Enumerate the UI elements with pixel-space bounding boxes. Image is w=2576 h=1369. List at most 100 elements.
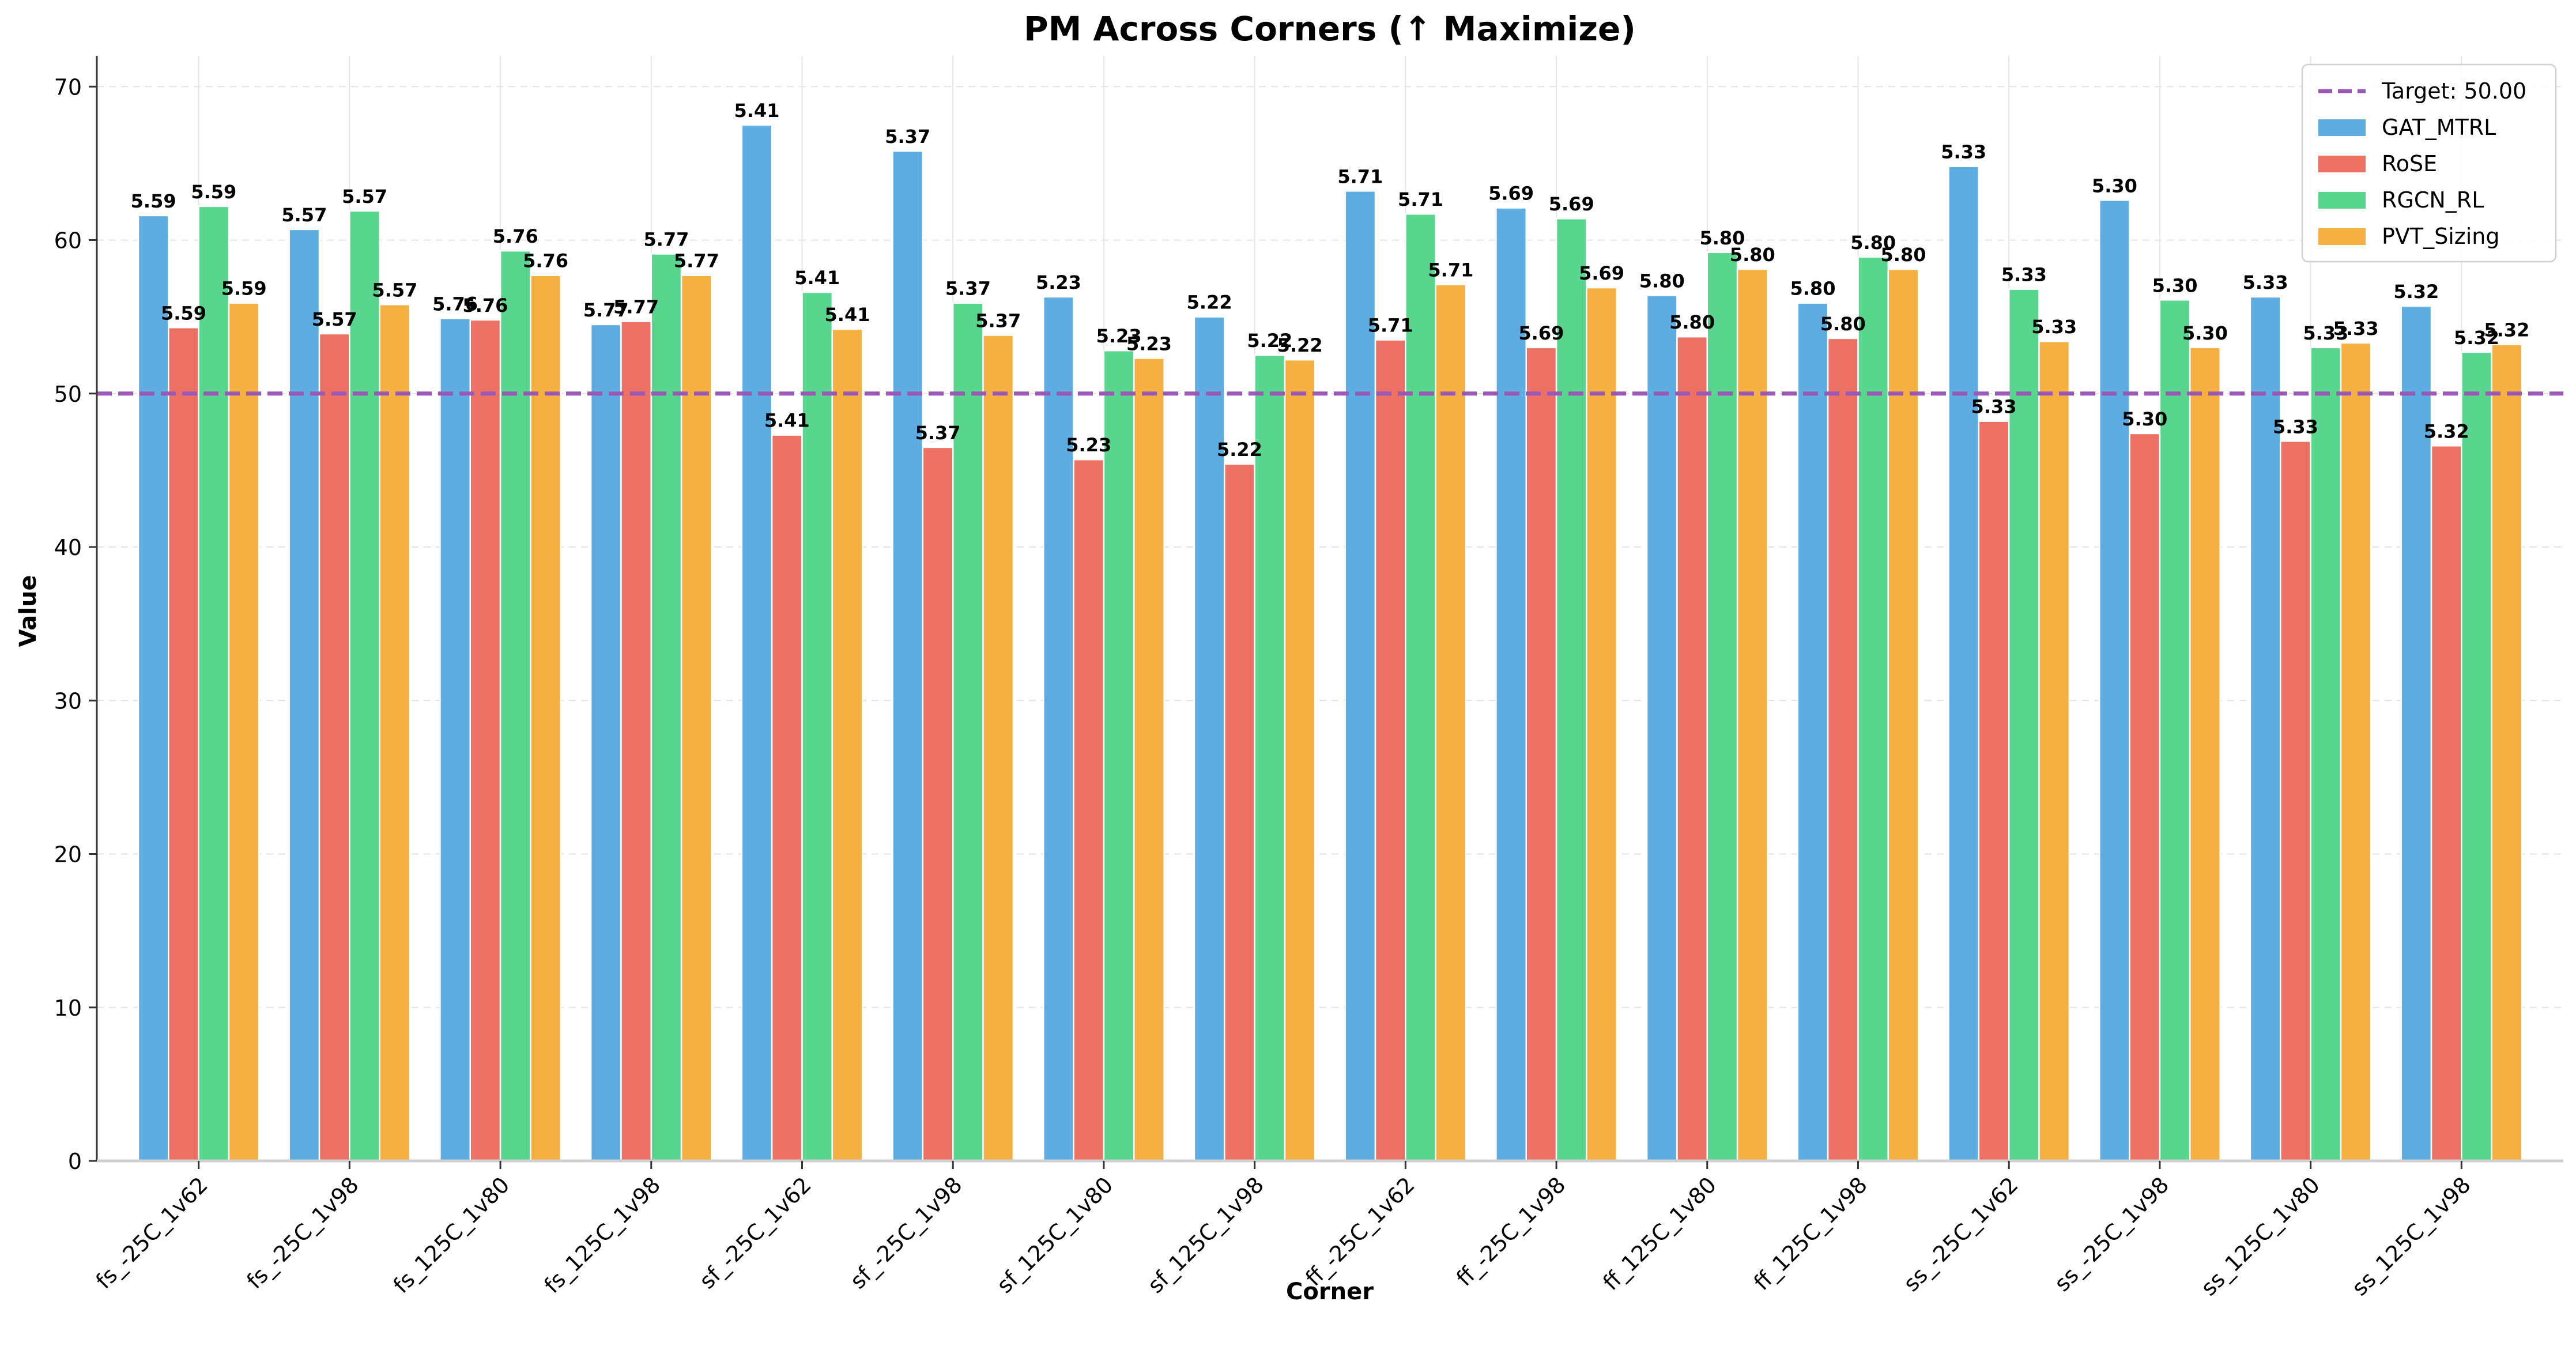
bar-value-label: 5.22	[1247, 330, 1292, 352]
y-tick-label: 10	[54, 995, 82, 1021]
bar-value-label: 5.37	[885, 126, 930, 148]
bar-value-label: 5.22	[1187, 292, 1232, 314]
bar-rgcn-rl	[198, 205, 230, 1162]
bar-gat-mtrl	[439, 318, 471, 1162]
chart-title: PM Across Corners (↑ Maximize)	[1024, 9, 1636, 48]
bar-value-label: 5.33	[1941, 141, 1986, 163]
y-axis-label: Value	[15, 575, 42, 647]
bar-value-label: 5.57	[372, 279, 417, 301]
x-tick-label: sf_-25C_1v98	[845, 1172, 967, 1293]
bar-value-label: 5.57	[342, 186, 387, 208]
bar-value-label: 5.80	[1669, 311, 1715, 333]
bar-rose	[2280, 440, 2311, 1162]
legend-label: GAT_MTRL	[2382, 115, 2496, 140]
bar-value-label: 5.76	[432, 293, 478, 315]
bar-gat-mtrl	[1495, 207, 1527, 1162]
x-tick-label: fs_-25C_1v98	[242, 1172, 363, 1293]
bar-pvt-sizing	[1586, 286, 1618, 1162]
bar-rgcn-rl	[952, 302, 984, 1162]
bar-value-label: 5.71	[1398, 188, 1443, 210]
bar-pvt-sizing	[1887, 268, 1919, 1162]
bar-value-label: 5.80	[1881, 244, 1926, 266]
bar-value-label: 5.69	[1549, 193, 1594, 215]
bar-rgcn-rl	[349, 210, 380, 1162]
bar-value-label: 5.41	[794, 267, 840, 289]
bar-value-label: 5.41	[734, 100, 780, 122]
bar-value-label: 5.76	[462, 295, 508, 316]
bar-value-label: 5.80	[1639, 270, 1685, 292]
bar-rgcn-rl	[1254, 354, 1286, 1162]
bar-gat-mtrl	[590, 323, 622, 1162]
bar-value-label: 5.80	[1850, 232, 1896, 254]
bar-value-label: 5.30	[2122, 408, 2167, 430]
y-tick-label: 20	[54, 842, 82, 868]
bar-value-label: 5.33	[2273, 416, 2318, 438]
bar-gat-mtrl	[741, 124, 773, 1162]
bar-gat-mtrl	[2400, 305, 2432, 1162]
bar-value-label: 5.76	[493, 225, 538, 247]
bar-value-label: 5.33	[2031, 316, 2077, 338]
bar-value-label: 5.69	[1518, 322, 1564, 344]
bar-value-label: 5.69	[1488, 183, 1534, 205]
bar-rose	[620, 320, 653, 1162]
bar-gat-mtrl	[288, 228, 320, 1162]
bar-value-label: 5.23	[1066, 434, 1111, 456]
legend-swatch	[2318, 228, 2366, 245]
x-axis-label: Corner	[1286, 1279, 1374, 1305]
bar-gat-mtrl	[1948, 165, 1980, 1162]
bar-rose	[1073, 458, 1105, 1162]
y-tick-label: 40	[54, 535, 82, 560]
value-labels-layer: 5.59 5.57 5.76 5.77 5.41 5.37 5.23 5.22 5.71 5.69…	[131, 100, 2530, 461]
bar-value-label: 5.32	[2393, 281, 2439, 303]
bar-rgcn-rl	[1857, 256, 1889, 1162]
legend-label: RoSE	[2382, 151, 2437, 176]
legend-swatch	[2318, 119, 2366, 136]
bar-gat-mtrl	[1646, 295, 1678, 1162]
bar-pvt-sizing	[2491, 344, 2523, 1162]
x-tick-label: sf_-25C_1v62	[695, 1172, 816, 1293]
x-tick-label: ss_125C_1v80	[2196, 1172, 2325, 1300]
x-tick-label: fs_125C_1v80	[389, 1172, 515, 1298]
bar-value-label: 5.71	[1368, 315, 1413, 337]
bar-value-label: 5.80	[1790, 278, 1836, 300]
bar-rose	[1827, 337, 1859, 1162]
bar-value-label: 5.71	[1428, 259, 1473, 281]
x-tick-label: ff_125C_1v98	[1749, 1172, 1872, 1295]
bar-value-label: 5.23	[1036, 271, 1081, 293]
x-tick-label: fs_-25C_1v62	[91, 1172, 213, 1293]
legend: Target: 50.00 GAT_MTRL RoSE RGCN_RL PVT_Sizi…	[2301, 63, 2557, 263]
bar-value-label: 5.23	[1096, 325, 1142, 347]
bar-rose	[1676, 335, 1708, 1162]
y-tick-label: 30	[54, 688, 82, 714]
bar-value-label: 5.33	[2001, 264, 2047, 286]
bar-value-label: 5.69	[1579, 262, 1624, 284]
bar-value-label: 5.59	[191, 181, 236, 203]
x-tick-label: ff_-25C_1v62	[1300, 1172, 1419, 1291]
bar-value-label: 5.30	[2152, 274, 2198, 296]
bar-value-label: 5.33	[2333, 318, 2379, 340]
bar-pvt-sizing	[530, 274, 562, 1162]
bar-value-label: 5.33	[1971, 396, 2017, 418]
bar-rgcn-rl	[2310, 346, 2342, 1162]
bar-value-label: 5.59	[131, 190, 176, 212]
bar-rgcn-rl	[2461, 351, 2492, 1162]
bar-rgcn-rl	[1555, 217, 1587, 1162]
x-tick-label: ss_-25C_1v62	[1899, 1172, 2023, 1296]
bar-gat-mtrl	[892, 150, 924, 1162]
bar-value-label: 5.41	[764, 410, 810, 432]
bar-rgcn-rl	[1405, 213, 1436, 1162]
bar-gat-mtrl	[137, 214, 169, 1162]
y-tick-label: 70	[54, 74, 82, 100]
bar-rose	[318, 333, 350, 1162]
bar-pvt-sizing	[982, 334, 1014, 1162]
bar-pvt-sizing	[1736, 268, 1768, 1162]
bar-pvt-sizing	[1284, 359, 1316, 1162]
bar-gat-mtrl	[2098, 199, 2130, 1162]
legend-target-label: Target: 50.00	[2381, 78, 2526, 104]
bar-rgcn-rl	[1103, 349, 1135, 1162]
x-tick-label: sf_125C_1v98	[1142, 1172, 1269, 1298]
bar-rgcn-rl	[1706, 251, 1738, 1162]
bar-rose	[1978, 420, 2010, 1162]
